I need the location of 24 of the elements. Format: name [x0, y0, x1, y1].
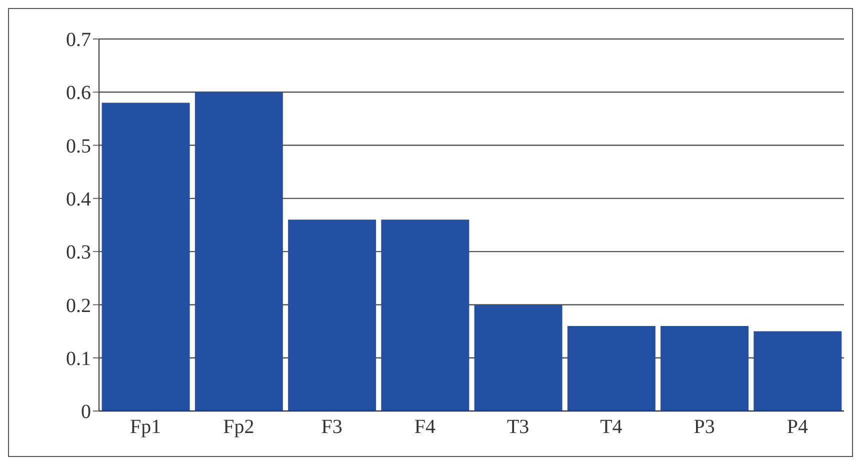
- y-tick-label: 0.1: [66, 348, 91, 370]
- x-tick-label: F3: [321, 416, 342, 438]
- bar: [754, 331, 842, 411]
- bar: [567, 326, 656, 411]
- y-tick-label: 0.5: [66, 135, 91, 158]
- x-tick-label: F4: [414, 416, 436, 438]
- bar: [194, 92, 283, 411]
- x-tick-label: P4: [786, 416, 808, 438]
- y-tick-label: 0.3: [66, 242, 91, 264]
- y-tick-label: 0.4: [66, 188, 91, 211]
- x-tick-label: P3: [694, 416, 715, 438]
- bar: [474, 304, 562, 411]
- x-tick-label: T4: [600, 416, 622, 438]
- bar: [102, 102, 190, 411]
- bar: [288, 220, 376, 411]
- y-tick-label: 0: [81, 401, 91, 424]
- bar: [381, 220, 470, 411]
- x-tick-label: T3: [506, 416, 530, 438]
- x-tick-label: Fp2: [223, 416, 254, 438]
- y-tick-label: 0.7: [66, 29, 91, 52]
- bar: [660, 326, 749, 411]
- y-tick-label: 0.6: [66, 82, 91, 104]
- x-tick-label: Fp1: [130, 416, 162, 438]
- y-tick-label: 0.2: [66, 294, 91, 317]
